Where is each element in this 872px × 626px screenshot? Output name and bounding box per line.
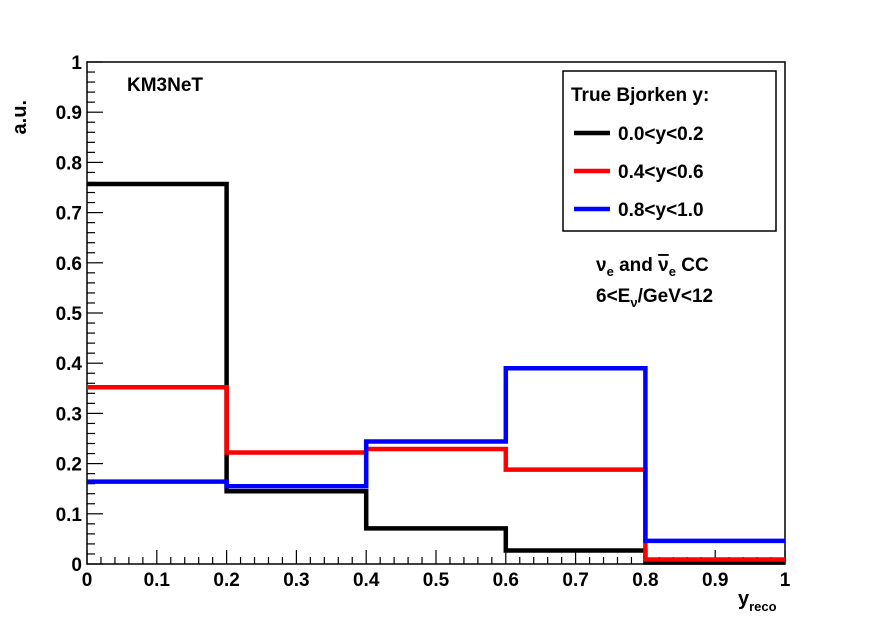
energy-suffix: /GeV<12 [638, 286, 714, 307]
nubar-symbol: ν [658, 255, 669, 276]
x-tick-label: 0.6 [493, 570, 519, 591]
x-axis-ticks: 0 0.1 0.2 0.3 0.4 0.5 0.6 0.7 0.8 0.9 1 [82, 550, 791, 591]
energy-subscript: ν [630, 295, 637, 310]
series-layer [87, 181, 785, 565]
x-tick-label: 0.3 [283, 570, 309, 591]
y-axis-ticks: 0 0.1 0.2 0.3 0.4 0.5 0.6 0.7 0.8 0.9 1 [56, 53, 103, 576]
nubar-subscript: e [669, 264, 676, 279]
legend-items: 0.0<y<0.2 0.4<y<0.6 0.8<y<1.0 [574, 124, 704, 221]
x-axis-title: yreco [738, 588, 777, 614]
y-tick-label: 0.3 [56, 404, 82, 425]
x-tick-label: 0.5 [423, 570, 450, 591]
x-tick-label: 1 [780, 570, 791, 591]
annotation-line-1: νe and νe CC [596, 255, 709, 279]
series-line-3 [87, 365, 785, 544]
nu-subscript: e [607, 264, 614, 279]
legend: True Bjorken y: 0.0<y<0.2 0.4<y<0.6 0.8<y<… [562, 70, 777, 232]
series-line-1 [87, 181, 785, 565]
y-tick-label: 0.9 [56, 103, 82, 124]
and-text: and [614, 255, 658, 276]
y-tick-label: 0.8 [56, 153, 82, 174]
x-tick-label: 0.2 [213, 570, 239, 591]
x-tick-label: 0.9 [702, 570, 728, 591]
cc-text: CC [676, 255, 709, 276]
y-tick-label: 1 [71, 53, 82, 74]
energy-prefix: 6<E [596, 286, 630, 307]
y-tick-label: 0.4 [56, 354, 83, 375]
legend-label: 0.8<y<1.0 [618, 200, 704, 221]
y-tick-label: 0.7 [56, 204, 82, 225]
y-tick-label: 0.1 [56, 505, 83, 526]
x-axis-title-subscript: reco [749, 599, 777, 614]
x-tick-label: 0.4 [353, 570, 380, 591]
y-axis-title: a.u. [9, 100, 31, 134]
x-axis-title-main: y [738, 588, 750, 610]
x-tick-label: 0.7 [562, 570, 588, 591]
y-tick-label: 0.6 [56, 254, 82, 275]
x-tick-label: 0 [82, 570, 93, 591]
legend-box [562, 70, 777, 232]
y-tick-label: 0.5 [56, 304, 83, 325]
legend-title: True Bjorken y: [571, 85, 709, 106]
x-tick-label: 0.1 [144, 570, 171, 591]
series-line-2 [87, 385, 785, 562]
y-tick-label: 0.2 [56, 455, 82, 476]
legend-label: 0.0<y<0.2 [618, 124, 704, 145]
annotation-line-2: 6<Eν/GeV<12 [596, 286, 713, 310]
experiment-label: KM3NeT [127, 75, 203, 96]
nu-symbol: ν [596, 255, 607, 276]
x-tick-label: 0.8 [632, 570, 658, 591]
y-tick-label: 0 [71, 555, 82, 576]
legend-label: 0.4<y<0.6 [618, 162, 704, 183]
